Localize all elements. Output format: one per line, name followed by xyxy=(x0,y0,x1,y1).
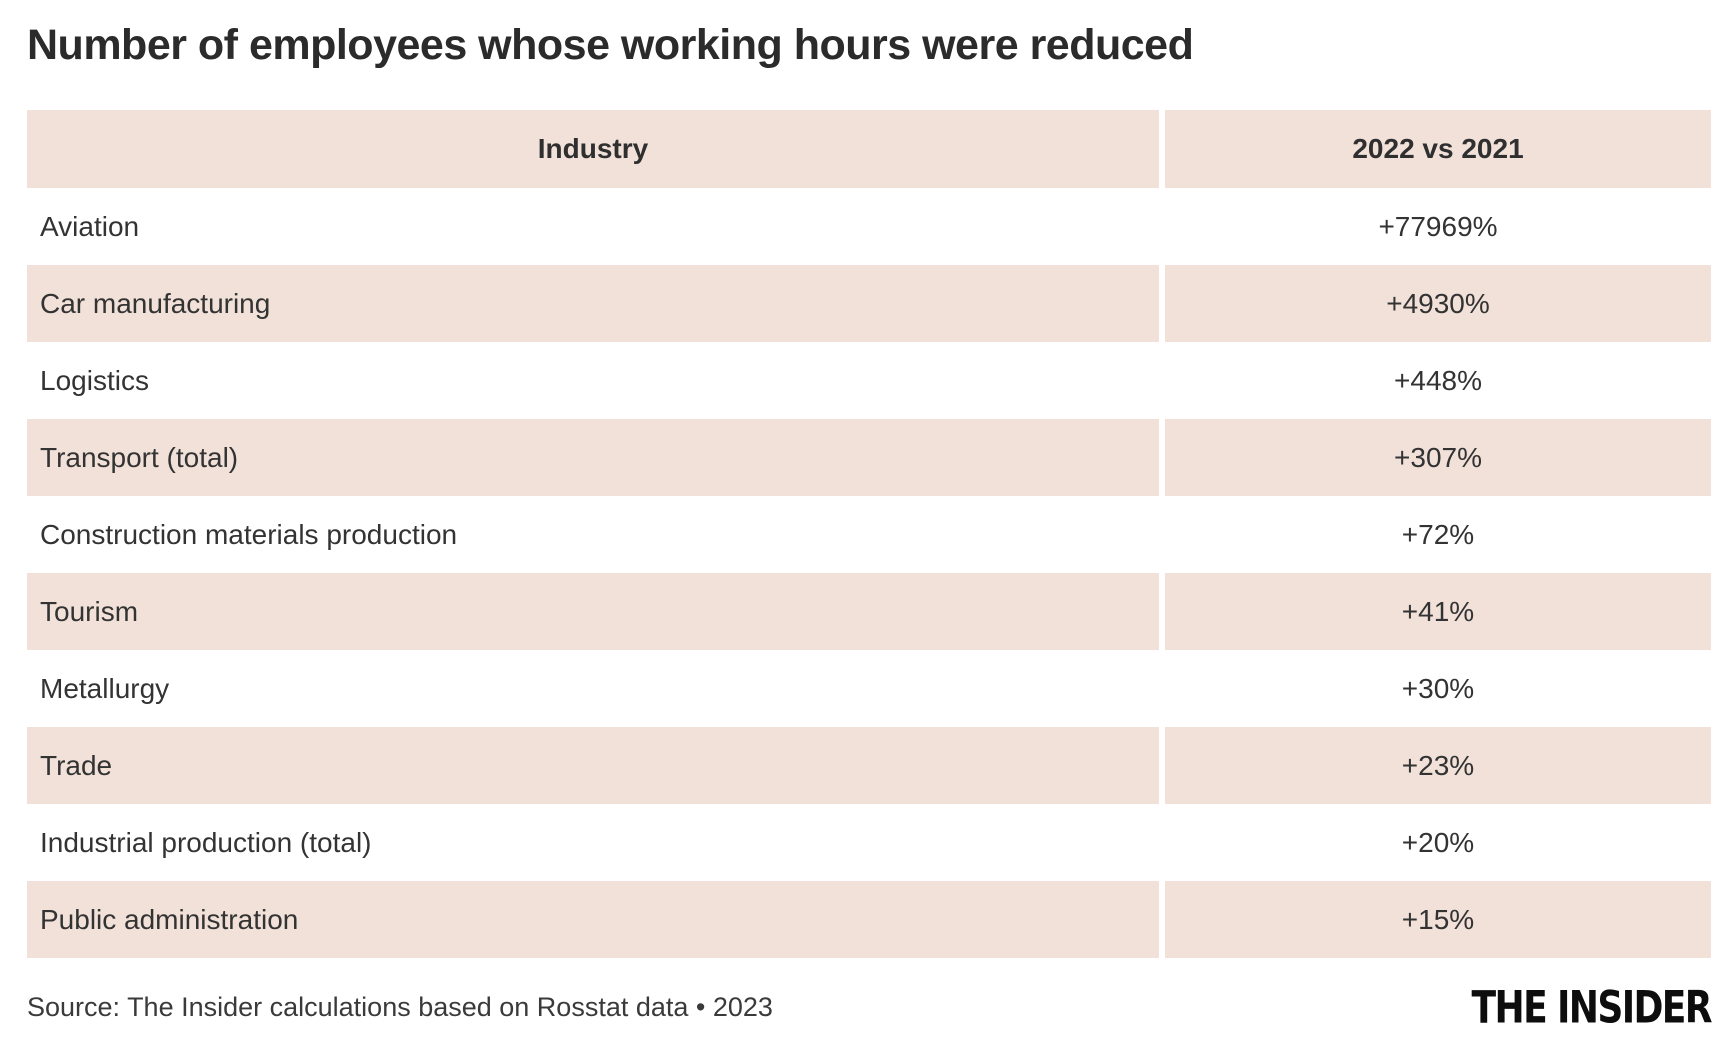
table-row: Transport (total) +307% xyxy=(27,419,1711,497)
table-row: Trade +23% xyxy=(27,727,1711,805)
change-cell: +41% xyxy=(1165,573,1711,651)
table-row: Tourism +41% xyxy=(27,573,1711,651)
industry-cell: Construction materials production xyxy=(27,496,1165,574)
industry-cell: Industrial production (total) xyxy=(27,804,1165,882)
data-table: Industry 2022 vs 2021 Aviation +77969% C… xyxy=(27,110,1711,959)
header-change: 2022 vs 2021 xyxy=(1165,110,1711,189)
table-row: Car manufacturing +4930% xyxy=(27,265,1711,343)
industry-cell: Car manufacturing xyxy=(27,265,1165,343)
industry-cell: Public administration xyxy=(27,881,1165,959)
industry-cell: Tourism xyxy=(27,573,1165,651)
change-cell: +15% xyxy=(1165,881,1711,959)
industry-cell: Logistics xyxy=(27,342,1165,420)
change-cell: +20% xyxy=(1165,804,1711,882)
table-row: Public administration +15% xyxy=(27,881,1711,959)
table-row: Construction materials production +72% xyxy=(27,496,1711,574)
brand-logo: THE INSIDER xyxy=(1471,981,1713,1034)
change-cell: +307% xyxy=(1165,419,1711,497)
change-cell: +448% xyxy=(1165,342,1711,420)
industry-cell: Aviation xyxy=(27,188,1165,266)
table-row: Metallurgy +30% xyxy=(27,650,1711,728)
change-cell: +23% xyxy=(1165,727,1711,805)
table-row: Industrial production (total) +20% xyxy=(27,804,1711,882)
table-row: Aviation +77969% xyxy=(27,188,1711,266)
footer: Source: The Insider calculations based o… xyxy=(27,981,1713,1034)
change-cell: +72% xyxy=(1165,496,1711,574)
change-cell: +77969% xyxy=(1165,188,1711,266)
header-industry: Industry xyxy=(27,110,1165,189)
industry-cell: Trade xyxy=(27,727,1165,805)
industry-cell: Metallurgy xyxy=(27,650,1165,728)
change-cell: +4930% xyxy=(1165,265,1711,343)
industry-cell: Transport (total) xyxy=(27,419,1165,497)
change-cell: +30% xyxy=(1165,650,1711,728)
table-row: Logistics +448% xyxy=(27,342,1711,420)
page-title: Number of employees whose working hours … xyxy=(27,21,1194,69)
table-header-row: Industry 2022 vs 2021 xyxy=(27,110,1711,189)
source-note: Source: The Insider calculations based o… xyxy=(27,992,773,1023)
